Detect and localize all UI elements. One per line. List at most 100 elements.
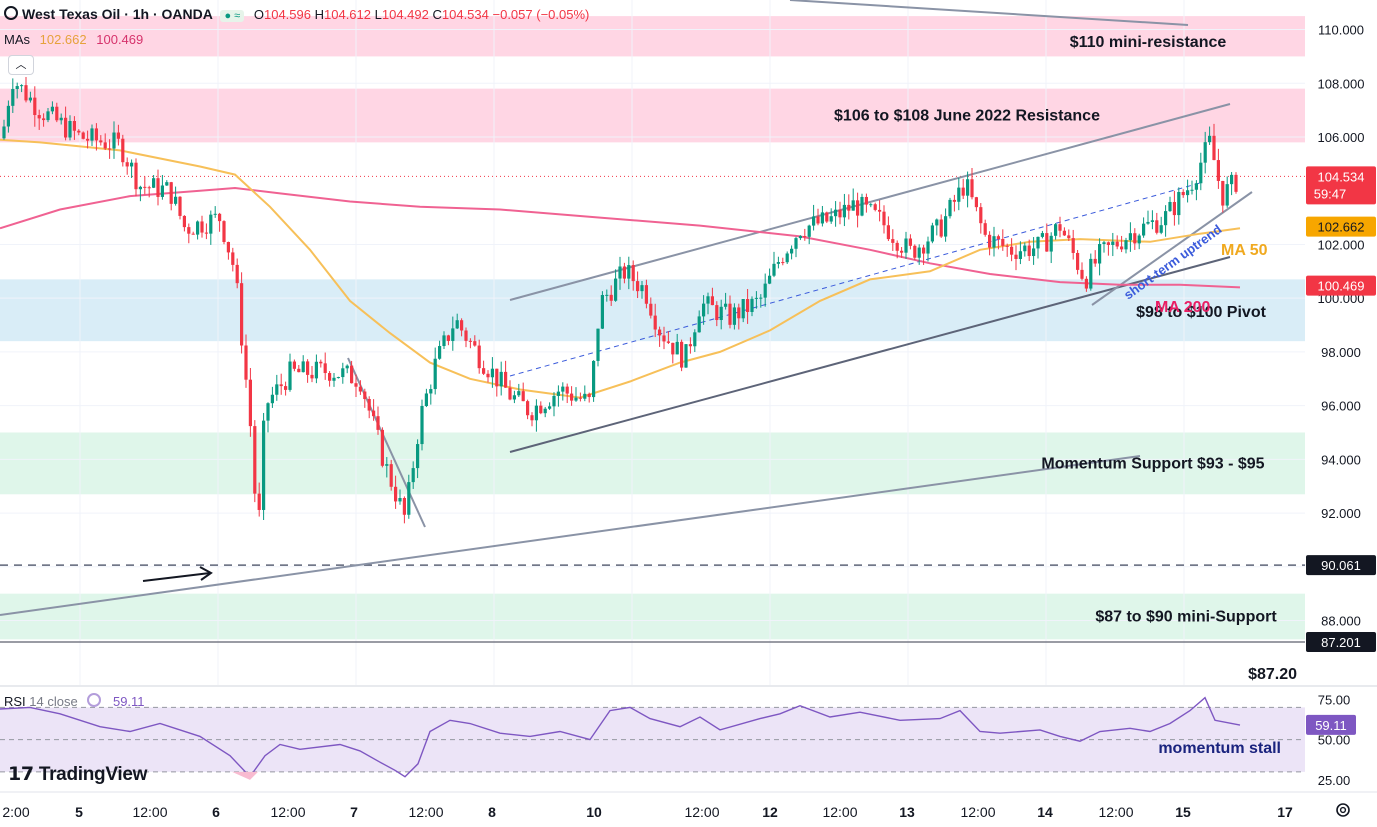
time-tick-label: 12:00 bbox=[822, 804, 857, 820]
candle-up bbox=[675, 341, 679, 355]
price-badge-text: 100.469 bbox=[1318, 279, 1365, 294]
collapse-legend-button[interactable]: ︿ bbox=[8, 55, 34, 75]
candle-down bbox=[1067, 235, 1071, 239]
candle-up bbox=[1194, 183, 1198, 190]
candle-up bbox=[948, 199, 952, 217]
settings-gear-icon[interactable] bbox=[1334, 801, 1352, 819]
candle-down bbox=[1216, 160, 1220, 181]
rsi-pane[interactable]: 75.00 50.00 25.00 59.11 momentum stall bbox=[0, 685, 1377, 788]
candle-up bbox=[1177, 191, 1181, 216]
candle-down bbox=[504, 371, 508, 388]
candle-up bbox=[1102, 242, 1106, 245]
candle-up bbox=[561, 386, 565, 392]
candle-up bbox=[614, 278, 618, 301]
candle-down bbox=[257, 493, 261, 510]
price-badge-ma50 bbox=[1306, 216, 1376, 237]
candle-up bbox=[732, 307, 736, 325]
candle-down bbox=[284, 386, 288, 390]
rsi-params: 14 close bbox=[29, 694, 78, 709]
candle-up bbox=[860, 196, 864, 216]
candle-up bbox=[556, 391, 560, 396]
ma-legend[interactable]: MAs 102.662 100.469 bbox=[4, 32, 143, 47]
candle-up bbox=[790, 248, 794, 254]
candle-up bbox=[442, 335, 446, 347]
time-tick-label: 17 bbox=[1277, 804, 1293, 820]
candle-down bbox=[1062, 230, 1066, 236]
candle-up bbox=[693, 332, 697, 347]
candle-down bbox=[33, 97, 37, 116]
candle-up bbox=[1124, 240, 1128, 250]
tradingview-logo[interactable]: 𝟭𝟳 TradingView bbox=[8, 763, 147, 786]
candle-up bbox=[596, 328, 600, 361]
price-axis[interactable]: 110.000108.000106.000102.000100.00098.00… bbox=[1305, 0, 1377, 685]
candle-down bbox=[143, 186, 147, 188]
price-tick-label: 96.000 bbox=[1321, 399, 1361, 414]
open-value: 104.596 bbox=[263, 7, 311, 22]
time-axis[interactable]: 2:00 5 12:00 6 12:00 7 12:00 8 10 12:00 12 12:00 13 1… bbox=[0, 791, 1377, 820]
rsi-tick-label: 75.00 bbox=[1318, 692, 1351, 707]
channel-lower-trendline bbox=[509, 256, 1231, 453]
candle-down bbox=[108, 148, 112, 150]
rsi-settings-icon[interactable] bbox=[87, 693, 102, 707]
pointer-arrow bbox=[142, 572, 211, 582]
candle-up bbox=[1203, 142, 1207, 163]
candle-down bbox=[279, 384, 283, 387]
candle-up bbox=[706, 296, 710, 304]
candle-down bbox=[473, 341, 477, 346]
candle-down bbox=[495, 368, 499, 387]
symbol-legend[interactable]: West Texas Oil · 1h · OANDA ● ≈ O104.596… bbox=[4, 6, 589, 22]
ma-label: MAs bbox=[4, 32, 30, 47]
candle-up bbox=[763, 283, 767, 298]
candle-down bbox=[178, 196, 182, 216]
candle-down bbox=[587, 393, 591, 398]
candles-layer bbox=[2, 77, 1238, 524]
candle-up bbox=[275, 384, 279, 395]
rsi-legend[interactable]: RSI 14 close 59.11 bbox=[4, 693, 145, 709]
candle-down bbox=[974, 197, 978, 208]
rsi-tick-label: 25.00 bbox=[1318, 773, 1351, 788]
candle-up bbox=[684, 344, 688, 368]
candle-down bbox=[446, 335, 450, 341]
candle-up bbox=[213, 213, 217, 215]
candle-down bbox=[372, 410, 376, 417]
candle-down bbox=[961, 187, 965, 196]
ma50-value: 102.662 bbox=[39, 32, 87, 47]
time-tick-label: 15 bbox=[1175, 804, 1191, 820]
candle-up bbox=[407, 482, 411, 515]
candle-down bbox=[218, 213, 222, 222]
candle-down bbox=[72, 120, 76, 131]
candle-down bbox=[715, 305, 719, 321]
candle-down bbox=[1093, 258, 1097, 264]
candle-down bbox=[1080, 269, 1084, 279]
candle-up bbox=[59, 117, 63, 121]
candle-down bbox=[988, 234, 992, 248]
candle-up bbox=[1089, 258, 1093, 289]
price-tick-label: 94.000 bbox=[1321, 452, 1361, 467]
ma200-line bbox=[0, 186, 1241, 289]
time-tick-label: 10 bbox=[586, 804, 602, 820]
candle-down bbox=[37, 115, 41, 119]
candle-up bbox=[1186, 190, 1190, 196]
zone-label: $110 mini-resistance bbox=[1070, 34, 1227, 51]
candle-up bbox=[138, 186, 142, 190]
price-badge-countdown: 59:47 bbox=[1314, 186, 1347, 201]
candle-down bbox=[1005, 245, 1009, 247]
candle-up bbox=[768, 275, 772, 284]
symbol-title[interactable]: West Texas Oil · 1h · OANDA bbox=[22, 6, 213, 22]
candle-up bbox=[548, 406, 552, 409]
candle-down bbox=[970, 179, 974, 198]
candle-up bbox=[583, 393, 587, 399]
short-term-uptrend-line bbox=[1091, 191, 1253, 306]
candle-up bbox=[50, 106, 54, 112]
candle-down bbox=[86, 138, 90, 141]
candle-up bbox=[926, 241, 930, 254]
candle-down bbox=[622, 266, 626, 279]
candle-up bbox=[451, 328, 455, 341]
candle-down bbox=[1106, 242, 1110, 245]
candle-down bbox=[530, 415, 534, 421]
candle-up bbox=[754, 297, 758, 299]
price-badge-ma200 bbox=[1306, 275, 1376, 296]
candle-down bbox=[310, 374, 314, 379]
data-status-icon[interactable]: ● ≈ bbox=[220, 10, 245, 22]
